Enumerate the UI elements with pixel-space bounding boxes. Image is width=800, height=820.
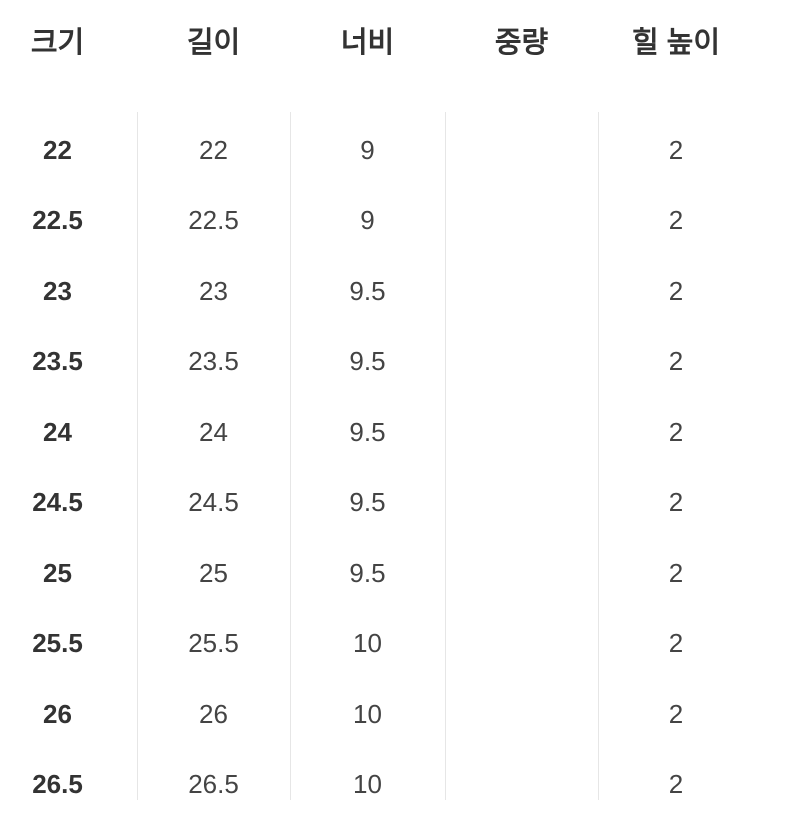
cell-width: 9.5 (290, 558, 445, 589)
header-length: 길이 (137, 19, 290, 61)
cell-width: 10 (290, 769, 445, 800)
cell-heel-height: 2 (598, 487, 754, 518)
cell-size: 24 (0, 417, 137, 448)
cell-length: 26 (137, 699, 290, 730)
header-size: 크기 (0, 19, 137, 61)
cell-width: 9.5 (290, 487, 445, 518)
cell-width: 9 (290, 205, 445, 236)
cell-size: 22.5 (0, 205, 137, 236)
cell-size: 22 (0, 135, 137, 166)
cell-heel-height: 2 (598, 205, 754, 236)
cell-length: 25.5 (137, 628, 290, 659)
cell-length: 24.5 (137, 487, 290, 518)
cell-width: 10 (290, 628, 445, 659)
cell-heel-height: 2 (598, 417, 754, 448)
cell-heel-height: 2 (598, 628, 754, 659)
cell-length: 22.5 (137, 205, 290, 236)
cell-size: 26.5 (0, 769, 137, 800)
cell-length: 23 (137, 276, 290, 307)
header-weight: 중량 (445, 19, 598, 61)
header-heel-height: 힐 높이 (598, 19, 754, 61)
cell-length: 25 (137, 558, 290, 589)
cell-length: 24 (137, 417, 290, 448)
cell-width: 9 (290, 135, 445, 166)
cell-heel-height: 2 (598, 276, 754, 307)
cell-width: 10 (290, 699, 445, 730)
cell-size: 23.5 (0, 346, 137, 377)
cell-length: 23.5 (137, 346, 290, 377)
cell-width: 9.5 (290, 346, 445, 377)
cell-heel-height: 2 (598, 346, 754, 377)
cell-size: 25.5 (0, 628, 137, 659)
cell-length: 22 (137, 135, 290, 166)
cell-length: 26.5 (137, 769, 290, 800)
cell-heel-height: 2 (598, 558, 754, 589)
cell-heel-height: 2 (598, 699, 754, 730)
cell-size: 25 (0, 558, 137, 589)
cell-width: 9.5 (290, 417, 445, 448)
cell-width: 9.5 (290, 276, 445, 307)
cell-heel-height: 2 (598, 769, 754, 800)
header-width: 너비 (290, 19, 445, 61)
cell-size: 23 (0, 276, 137, 307)
cell-heel-height: 2 (598, 135, 754, 166)
cell-size: 26 (0, 699, 137, 730)
table-header: 크기 길이 너비 중량 힐 높이 (0, 14, 800, 66)
cell-size: 24.5 (0, 487, 137, 518)
